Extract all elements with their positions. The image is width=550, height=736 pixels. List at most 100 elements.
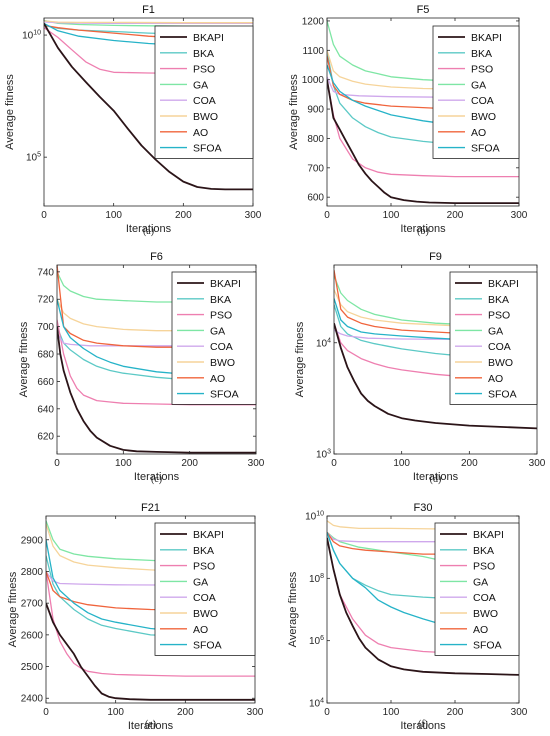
legend-label-bwo: BWO: [193, 111, 218, 123]
x-tick-label: 100: [105, 210, 122, 221]
chart-panel-f30: 0 100 200 300 104 106 108 1010 F30 Iterations Aver…: [287, 502, 528, 732]
y-tick-label: 2600: [21, 630, 44, 641]
y-tick-label: 103: [316, 449, 331, 461]
legend-label-pso: PSO: [193, 64, 215, 76]
legend-label-pso: PSO: [210, 310, 232, 322]
legend-label-bka: BKA: [488, 294, 509, 306]
legend-label-sfoa: SFOA: [193, 143, 222, 155]
legend-label-bka: BKA: [210, 294, 231, 306]
legend-label-coa: COA: [193, 592, 216, 604]
legend-box: [434, 522, 520, 656]
legend-box: [449, 271, 538, 405]
series-line-bkapi: [327, 79, 519, 204]
legend: BKAPI BKA PSO GA COA BWO AO SFOA: [434, 522, 520, 656]
panel-caption: (e): [145, 719, 156, 730]
panel-caption: (f): [418, 719, 428, 730]
legend-label-pso: PSO: [471, 64, 493, 76]
legend-box: [432, 25, 520, 159]
legend-label-bwo: BWO: [193, 608, 218, 620]
chart-panel-f1: 0 100 200 300 105 1010 F1 Iterations Average fit…: [4, 4, 262, 237]
legend-box: [154, 25, 254, 159]
legend: BKAPI BKA PSO GA COA BWO AO SFOA: [432, 25, 520, 159]
y-tick-label: 680: [37, 350, 54, 361]
y-axis-label: Average fitness: [7, 571, 19, 647]
y-tick-label: 108: [309, 573, 324, 585]
legend-label-pso: PSO: [473, 561, 495, 573]
legend: BKAPI BKA PSO GA COA BWO AO SFOA: [171, 271, 257, 405]
series-line-bkapi: [46, 602, 255, 701]
x-tick-label: 200: [181, 458, 198, 469]
y-tick-label: 1010: [22, 30, 41, 42]
y-tick-label: 600: [307, 193, 324, 204]
series-line-pso: [57, 319, 256, 406]
chart-panel-f9: 0 100 200 300 103 104 F9 Iterations Average fitn…: [294, 251, 546, 485]
y-axis-label: Average fitness: [18, 321, 30, 397]
y-tick-label: 2700: [21, 599, 44, 610]
legend-label-bkapi: BKAPI: [473, 529, 504, 541]
x-tick-label: 200: [175, 210, 192, 221]
chart-title: F30: [414, 502, 433, 514]
legend-label-bkapi: BKAPI: [193, 32, 224, 44]
y-tick-label: 1200: [302, 16, 325, 27]
legend: BKAPI BKA PSO GA COA BWO AO SFOA: [154, 25, 254, 159]
series-line-bkapi: [44, 22, 253, 191]
x-tick-label: 300: [511, 210, 528, 221]
legend-label-sfoa: SFOA: [210, 389, 239, 401]
x-tick-label: 200: [447, 210, 464, 221]
y-axis-label: Average fitness: [288, 74, 300, 150]
legend-label-sfoa: SFOA: [488, 389, 517, 401]
y-axis-label: Average fitness: [287, 571, 299, 647]
y-tick-label: 105: [26, 152, 41, 164]
x-tick-label: 100: [383, 210, 400, 221]
y-tick-label: 700: [37, 322, 54, 333]
x-tick-label: 300: [247, 707, 264, 718]
x-tick-label: 0: [41, 210, 47, 221]
legend-label-ga: GA: [193, 79, 208, 91]
y-tick-label: 720: [37, 295, 54, 306]
x-tick-label: 200: [447, 707, 464, 718]
panel-caption: (a): [143, 226, 154, 237]
x-axis-label: Iterations: [126, 223, 172, 235]
legend-label-ga: GA: [471, 79, 486, 91]
legend-label-ga: GA: [210, 325, 225, 337]
series-line-bkapi: [334, 322, 537, 430]
x-axis-label: Iterations: [400, 223, 446, 235]
legend-label-bkapi: BKAPI: [488, 278, 519, 290]
legend-label-bkapi: BKAPI: [193, 529, 224, 541]
x-tick-label: 200: [461, 458, 478, 469]
y-tick-label: 640: [37, 404, 54, 415]
x-tick-label: 300: [248, 458, 265, 469]
legend-box: [171, 271, 257, 405]
y-tick-label: 800: [307, 134, 324, 145]
legend-label-bkapi: BKAPI: [471, 32, 502, 44]
x-axis-label: Iterations: [400, 720, 446, 732]
series-line-bkapi: [327, 537, 519, 676]
panel-caption: (d): [430, 474, 442, 485]
legend-label-ao: AO: [193, 127, 208, 139]
chart-panel-f21: 0 100 200 300 2400 2500 2600 2700 2800 2900 F21 Ite…: [7, 502, 264, 732]
legend-label-bwo: BWO: [471, 111, 496, 123]
legend-label-bka: BKA: [193, 545, 214, 557]
x-tick-label: 100: [107, 707, 124, 718]
y-axis-label: Average fitness: [294, 321, 306, 397]
panel-caption: (b): [417, 226, 429, 237]
panel-caption: (c): [151, 474, 162, 485]
y-tick-label: 104: [316, 337, 331, 349]
legend-label-sfoa: SFOA: [193, 640, 222, 652]
legend-label-bka: BKA: [471, 48, 492, 60]
legend-label-pso: PSO: [488, 310, 510, 322]
y-tick-label: 1000: [302, 75, 325, 86]
legend-label-coa: COA: [193, 95, 216, 107]
x-axis-label: Iterations: [134, 471, 180, 483]
y-axis-label: Average fitness: [4, 74, 16, 150]
y-tick-label: 106: [309, 635, 324, 647]
y-tick-label: 900: [307, 105, 324, 116]
legend-label-ga: GA: [488, 325, 503, 337]
x-axis-label: Iterations: [413, 471, 459, 483]
legend-label-bwo: BWO: [488, 357, 513, 369]
x-axis-label: Iterations: [128, 720, 174, 732]
chart-title: F1: [142, 4, 155, 16]
legend-label-ao: AO: [210, 373, 225, 385]
legend-label-coa: COA: [210, 341, 233, 353]
x-tick-label: 200: [177, 707, 194, 718]
